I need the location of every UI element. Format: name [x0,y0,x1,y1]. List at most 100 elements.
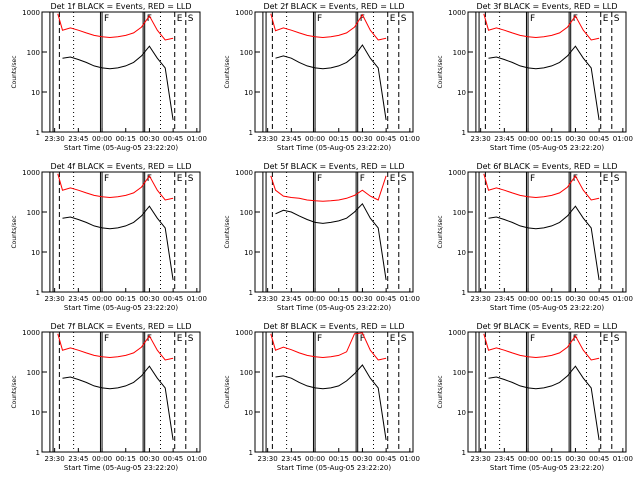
marker-label: S [188,174,194,184]
lld-series-line [483,333,600,361]
x-tick-label: 23:30 [471,455,491,463]
y-tick-label: 1 [462,449,466,457]
y-axis-label: Counts/sec [224,55,231,88]
x-tick-label: 00:30 [565,455,585,463]
y-axis-label: Counts/sec [11,55,18,88]
x-tick-label: 00:30 [565,295,585,303]
events-series-line [275,44,387,121]
x-tick-label: 23:45 [494,135,514,143]
x-tick-label: 00:15 [329,455,349,463]
x-axis-label: Start Time (05-Aug-05 23:22:20) [490,144,604,152]
x-tick-label: 23:45 [68,135,88,143]
marker-label: S [188,334,194,344]
x-tick-label: 01:00 [187,455,207,463]
y-tick-label: 1000 [235,169,253,177]
events-series-line [488,365,600,441]
y-tick-label: 10 [244,249,253,257]
x-tick-label: 00:00 [92,295,112,303]
x-tick-label: 00:15 [542,455,562,463]
x-tick-label: 01:00 [400,455,420,463]
y-tick-label: 1000 [22,9,40,17]
x-tick-label: 00:00 [518,135,538,143]
x-tick-label: 00:00 [305,295,325,303]
x-tick-label: 00:15 [329,295,349,303]
plot-frame [467,171,627,293]
y-axis-label: Counts/sec [437,55,444,88]
x-tick-label: 00:15 [116,295,136,303]
y-tick-label: 1000 [22,329,40,337]
x-tick-label: 01:00 [613,295,633,303]
x-tick-label: 00:45 [589,135,609,143]
marker-label: F [147,14,152,24]
events-series-line [275,202,387,281]
marker-label: F [360,334,365,344]
chart-title: Det 8f BLACK = Events, RED = LLD [263,322,404,331]
marker-label: E [177,334,183,344]
x-tick-label: 01:00 [613,135,633,143]
x-axis-label: Start Time (05-Aug-05 23:22:20) [490,464,604,472]
y-tick-label: 10 [244,409,253,417]
x-tick-label: 00:45 [163,455,183,463]
x-tick-label: 00:30 [352,135,372,143]
x-tick-label: 23:30 [471,295,491,303]
x-tick-label: 01:00 [187,135,207,143]
marker-label: F [317,334,322,344]
lld-series-line [57,13,174,41]
marker-label: E [177,14,183,24]
y-tick-label: 100 [453,369,466,377]
chart-title: Det 1f BLACK = Events, RED = LLD [50,2,191,11]
x-tick-label: 23:30 [45,135,65,143]
y-tick-label: 1000 [448,169,466,177]
x-tick-label: 00:45 [376,135,396,143]
x-axis-label: Start Time (05-Aug-05 23:22:20) [64,304,178,312]
x-tick-label: 00:00 [305,135,325,143]
marker-label: S [401,14,407,24]
y-axis-label: Counts/sec [11,215,18,248]
x-tick-label: 00:30 [139,135,159,143]
y-tick-label: 10 [457,409,466,417]
x-tick-label: 00:15 [116,455,136,463]
x-tick-label: 23:45 [68,295,88,303]
x-tick-label: 23:30 [258,455,278,463]
y-tick-label: 1 [462,289,466,297]
x-tick-label: 00:30 [352,295,372,303]
y-tick-label: 100 [240,209,253,217]
y-tick-label: 10 [457,89,466,97]
plot-frame [254,331,414,453]
marker-label: F [573,14,578,24]
x-tick-label: 00:30 [565,135,585,143]
x-axis-label: Start Time (05-Aug-05 23:22:20) [277,304,391,312]
y-axis-label: Counts/sec [224,375,231,408]
x-tick-label: 00:30 [139,295,159,303]
x-tick-label: 00:45 [589,295,609,303]
lld-series-line [483,13,600,41]
chart-title: Det 2f BLACK = Events, RED = LLD [263,2,404,11]
chart-title: Det 4f BLACK = Events, RED = LLD [50,162,191,171]
y-tick-label: 1 [462,129,466,137]
y-tick-label: 1 [36,449,40,457]
y-tick-label: 100 [240,49,253,57]
lld-series-line [483,173,600,201]
marker-label: F [104,174,109,184]
lld-series-line [270,175,387,202]
x-tick-label: 23:45 [281,295,301,303]
x-tick-label: 23:45 [494,455,514,463]
y-tick-label: 100 [240,369,253,377]
events-series-line [275,364,387,441]
events-series-line [62,45,174,121]
x-axis-label: Start Time (05-Aug-05 23:22:20) [64,144,178,152]
x-tick-label: 00:00 [92,135,112,143]
marker-label: S [614,334,620,344]
y-axis-label: Counts/sec [224,215,231,248]
marker-label: F [317,14,322,24]
x-tick-label: 23:30 [258,295,278,303]
x-tick-label: 00:45 [163,135,183,143]
x-tick-label: 23:30 [258,135,278,143]
marker-label: S [614,14,620,24]
marker-label: F [573,334,578,344]
x-tick-label: 00:00 [305,455,325,463]
marker-label: E [390,334,396,344]
x-tick-label: 00:45 [376,295,396,303]
y-tick-label: 1000 [235,329,253,337]
